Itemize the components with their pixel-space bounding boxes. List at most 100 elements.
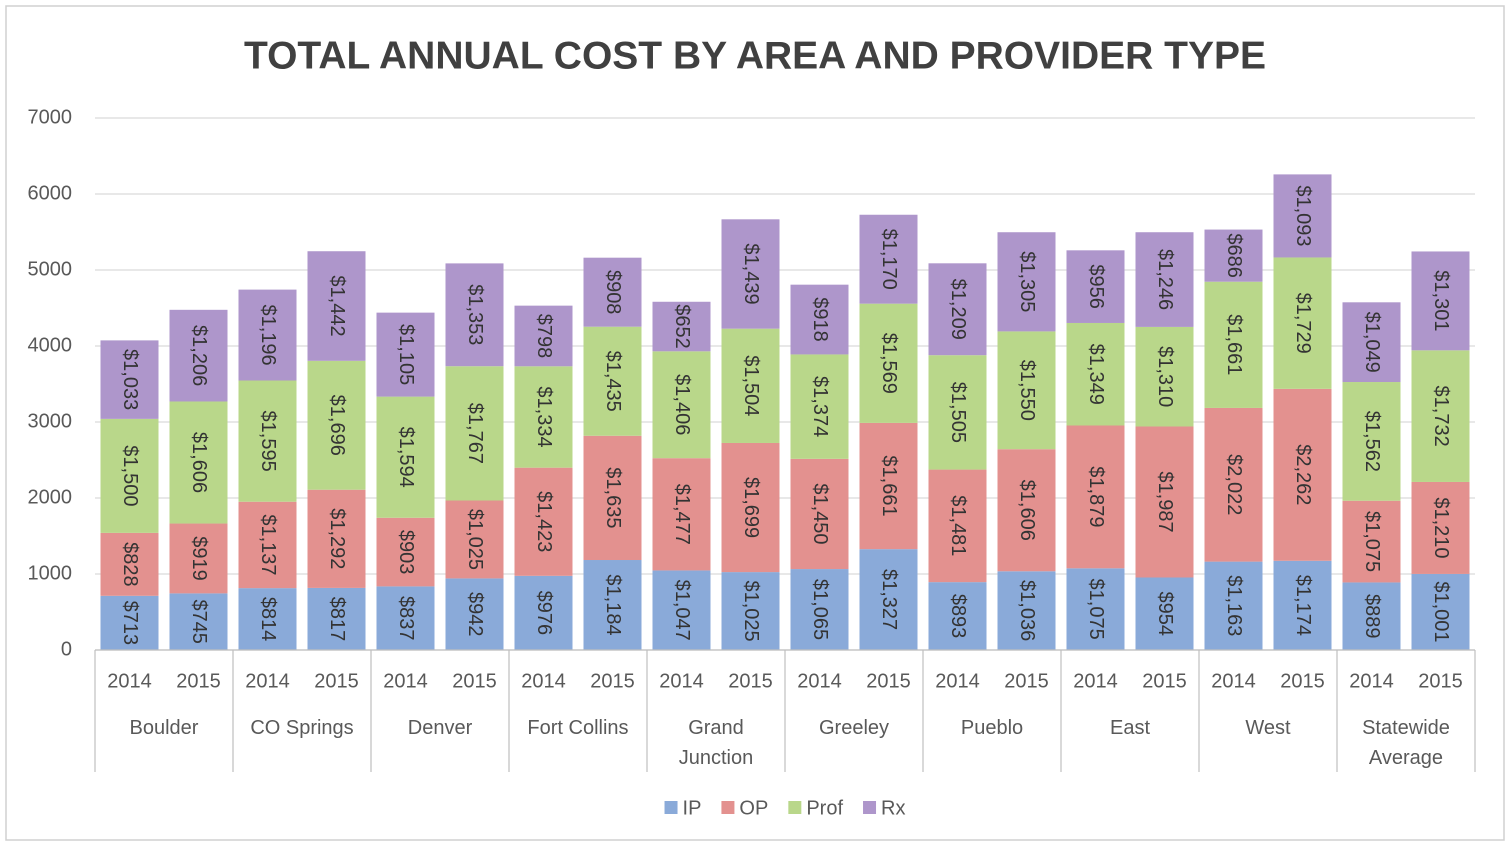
value-label: $889 xyxy=(1361,594,1383,639)
value-label: $1,987 xyxy=(1154,471,1176,532)
value-label: $976 xyxy=(533,591,555,636)
group-label: Greeley xyxy=(818,717,890,739)
x-tick-label: 2014 xyxy=(1073,670,1118,692)
value-label: $1,025 xyxy=(740,580,762,641)
value-label: $652 xyxy=(671,304,693,349)
bar-segment xyxy=(997,571,1056,650)
value-label: $1,661 xyxy=(878,455,900,516)
bar-segment xyxy=(652,351,711,459)
bar-segment xyxy=(1411,573,1470,650)
bar-segment xyxy=(859,422,918,550)
value-label: $1,562 xyxy=(1361,411,1383,472)
bar-segment xyxy=(1204,407,1263,562)
x-tick-label: 2015 xyxy=(314,670,359,692)
x-tick-label: 2014 xyxy=(1211,670,1256,692)
value-label: $1,595 xyxy=(257,411,279,472)
x-tick-label: 2015 xyxy=(866,670,911,692)
bar-segment xyxy=(169,401,228,524)
group-label: West xyxy=(1245,717,1291,739)
y-tick-label: 0 xyxy=(61,638,72,660)
bar-segment xyxy=(721,219,780,329)
value-label: $1,305 xyxy=(1016,251,1038,312)
value-label: $1,310 xyxy=(1154,346,1176,407)
value-label: $1,065 xyxy=(809,579,831,640)
value-label: $1,606 xyxy=(1016,480,1038,541)
bar-segment xyxy=(652,458,711,571)
bar-segment xyxy=(583,435,642,561)
value-label: $1,504 xyxy=(740,355,762,416)
value-label: $1,174 xyxy=(1292,575,1314,636)
x-tick-label: 2014 xyxy=(245,670,290,692)
value-label: $814 xyxy=(257,597,279,642)
bar-segment xyxy=(928,469,987,583)
bar-segment xyxy=(997,449,1056,572)
group-label: Fort Collins xyxy=(527,717,629,739)
value-label: $1,500 xyxy=(119,445,141,506)
bar-segment xyxy=(583,326,642,436)
group-label: Boulder xyxy=(129,717,199,739)
value-label: $919 xyxy=(188,536,210,581)
group-label: Denver xyxy=(407,717,473,739)
value-label: $942 xyxy=(464,592,486,637)
x-tick-label: 2014 xyxy=(797,670,842,692)
bar-segment xyxy=(376,396,435,518)
value-label: $837 xyxy=(395,596,417,641)
y-tick-label: 1000 xyxy=(28,562,73,584)
group-label: Statewide Average xyxy=(1362,717,1450,769)
legend-swatch xyxy=(863,801,877,814)
bar-segment xyxy=(790,569,849,650)
value-label: $1,170 xyxy=(878,229,900,290)
bar-segment xyxy=(721,328,780,443)
value-label: $1,327 xyxy=(878,569,900,630)
value-label: $1,569 xyxy=(878,333,900,394)
value-label: $1,047 xyxy=(671,580,693,641)
bar-segment xyxy=(928,263,987,356)
value-label: $1,033 xyxy=(119,349,141,410)
value-label: $1,036 xyxy=(1016,580,1038,641)
bar-segment xyxy=(1135,426,1194,578)
legend-label: OP xyxy=(739,797,768,819)
bar-segment xyxy=(1204,229,1263,282)
legend-label: Rx xyxy=(881,797,905,819)
bar-segment xyxy=(238,588,297,650)
x-tick-label: 2015 xyxy=(1418,670,1463,692)
bar-segment xyxy=(100,418,159,533)
bar-segment xyxy=(1273,257,1332,389)
value-label: $1,477 xyxy=(671,484,693,545)
bar-segment xyxy=(997,232,1056,332)
group-label: CO Springs xyxy=(250,717,354,739)
bar-segment xyxy=(100,532,159,596)
value-label: $713 xyxy=(119,601,141,646)
value-label: $1,594 xyxy=(395,427,417,488)
bar-segment xyxy=(652,301,711,352)
x-tick-label: 2015 xyxy=(1004,670,1049,692)
x-tick-label: 2015 xyxy=(1280,670,1325,692)
bar-segment xyxy=(445,578,504,650)
value-label: $1,439 xyxy=(740,243,762,304)
bar-segment xyxy=(445,366,504,501)
bar-segment xyxy=(1342,382,1401,501)
x-tick-label: 2014 xyxy=(935,670,980,692)
value-label: $1,206 xyxy=(188,325,210,386)
bar-segment xyxy=(1273,174,1332,258)
group-label: Pueblo xyxy=(960,717,1024,739)
bar-segment xyxy=(514,366,573,468)
bar-segment xyxy=(859,214,918,304)
value-label: $1,210 xyxy=(1430,497,1452,558)
value-label: $1,301 xyxy=(1430,270,1452,331)
legend-label: Prof xyxy=(806,797,843,819)
value-label: $1,696 xyxy=(326,395,348,456)
value-label: $2,262 xyxy=(1292,444,1314,505)
bar-segment xyxy=(169,523,228,594)
y-tick-label: 4000 xyxy=(28,334,73,356)
value-label: $1,879 xyxy=(1085,466,1107,527)
value-label: $954 xyxy=(1154,591,1176,636)
value-label: $1,550 xyxy=(1016,360,1038,421)
bar-segment xyxy=(790,458,849,570)
x-tick-label: 2014 xyxy=(521,670,566,692)
bar-segment xyxy=(514,467,573,576)
value-label: $1,374 xyxy=(809,376,831,437)
bar-segment xyxy=(514,305,573,367)
value-label: $1,334 xyxy=(533,386,555,447)
